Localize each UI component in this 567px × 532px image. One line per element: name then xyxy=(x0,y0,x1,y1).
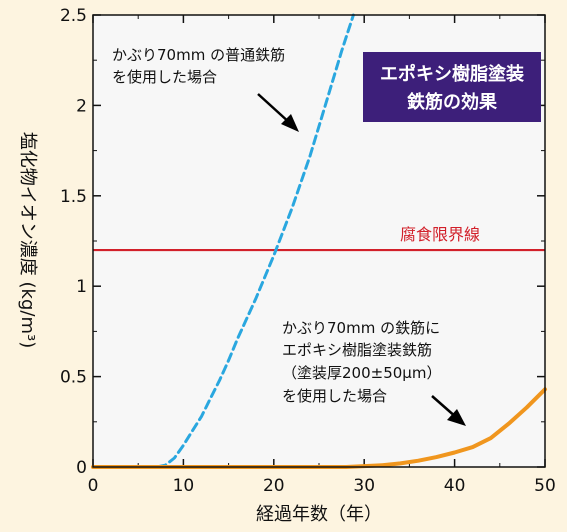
plain-steel-arrow xyxy=(257,93,292,125)
plain-steel-annotation-line-2: を使用した場合 xyxy=(112,68,217,86)
y-tick-label: 2 xyxy=(76,96,87,116)
x-tick-labels: 0 10 20 30 40 50 xyxy=(88,476,556,496)
y-tick-label: 0.5 xyxy=(60,368,87,388)
plot-frame xyxy=(92,14,546,468)
effect-badge xyxy=(363,52,541,122)
y-tick-label: 2.5 xyxy=(60,6,87,26)
effect-badge-line-1: エポキシ樹脂塗装 xyxy=(380,63,524,85)
epoxy-annotation-line-3: （塗装厚200±50μm） xyxy=(282,364,441,382)
y-tick-label: 0 xyxy=(76,458,87,478)
x-axis-label: 経過年数（年） xyxy=(256,504,382,525)
epoxy-arrowhead xyxy=(447,409,466,426)
plain-steel-annotation-line-1: かぶり70mm の普通鉄筋 xyxy=(112,46,285,64)
corrosion-limit-label: 腐食限界線 xyxy=(400,225,480,244)
epoxy-steel-series-line xyxy=(91,387,547,469)
x-tick-label: 20 xyxy=(263,476,285,496)
x-tick-label: 50 xyxy=(534,476,556,496)
y-tick-label: 1 xyxy=(76,277,87,297)
y-tick-labels: 0 0.5 1 1.5 2 2.5 xyxy=(60,6,87,478)
effect-badge-line-2: 鉄筋の効果 xyxy=(407,91,498,113)
y-tick-label: 1.5 xyxy=(60,187,87,207)
x-tick-label: 40 xyxy=(444,476,466,496)
plain-steel-series-line xyxy=(91,13,355,469)
epoxy-annotation-line-2: エポキシ樹脂塗装鉄筋 xyxy=(282,341,432,359)
x-tick-label: 10 xyxy=(173,476,195,496)
epoxy-annotation-line-1: かぶり70mm の鉄筋に xyxy=(282,319,440,337)
epoxy-annotation-line-4: を使用した場合 xyxy=(282,387,387,405)
x-tick-label: 0 xyxy=(88,476,99,496)
series-group xyxy=(91,13,547,469)
y-axis-label: 塩化物イオン濃度 (kg/m³) xyxy=(17,132,38,348)
x-tick-label: 30 xyxy=(353,476,375,496)
plain-steel-arrowhead xyxy=(281,114,299,132)
